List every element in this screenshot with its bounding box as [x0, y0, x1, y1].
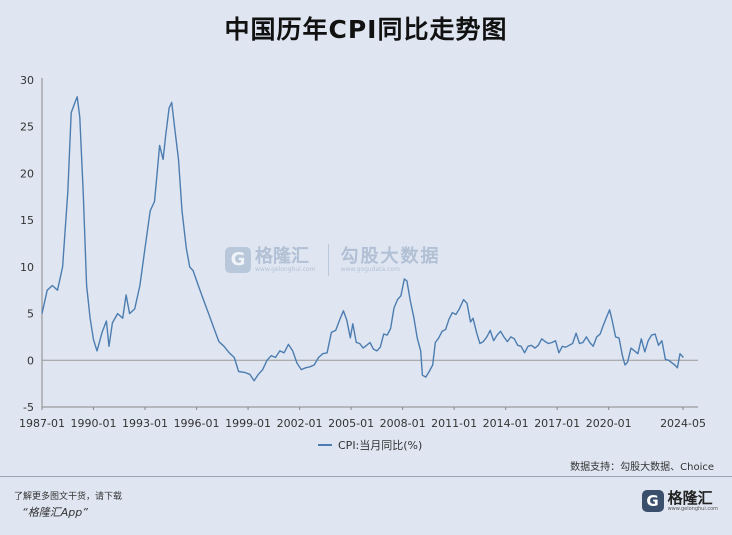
- x-tick-label: 1987-01: [19, 417, 65, 430]
- data-source: 数据支持：勾股大数据、Choice: [570, 462, 714, 473]
- gelonghui-logo[interactable]: G 格隆汇 www.gelonghui.com: [641, 488, 718, 512]
- watermark-partner-url: www.gogudata.com: [340, 265, 400, 273]
- x-tick-label: 2008-01: [380, 417, 426, 430]
- chart-title: 中国历年CPI同比走势图: [224, 15, 508, 44]
- gelonghui-watermark-icon: G: [225, 247, 251, 273]
- x-tick-label: 2024-05: [660, 417, 706, 430]
- x-tick-label: 2011-01: [431, 417, 477, 430]
- y-tick-label: 20: [20, 167, 34, 180]
- y-tick-label: 15: [20, 214, 34, 227]
- x-tick-label: 2017-01: [534, 417, 580, 430]
- watermark-brand-url: www.gelonghui.com: [255, 265, 316, 273]
- x-tick-label: 1993-01: [122, 417, 168, 430]
- x-tick-label: 1999-01: [225, 417, 271, 430]
- logo-name: 格隆汇: [667, 488, 713, 507]
- legend-label: CPI:当月同比(%): [338, 439, 423, 452]
- footer-promo-text: 了解更多图文干货，请下载: [14, 492, 123, 502]
- footer-divider: [0, 476, 732, 477]
- footer-app-name: “格隆汇App”: [22, 506, 88, 519]
- watermark-brand: 格隆汇: [255, 245, 309, 267]
- x-tick-label: 2020-01: [586, 417, 632, 430]
- chart-area: -5 0 5 10 15 20 25 30 1987-01 1990-01 1993-01 1996-…: [19, 74, 706, 430]
- watermark-divider: [327, 244, 329, 276]
- x-tick-label: 2005-01: [328, 417, 374, 430]
- x-tick-label: 1996-01: [174, 417, 220, 430]
- cpi-series-line: [41, 96, 684, 382]
- watermark: G 格隆汇 www.gelonghui.com 勾股大数据 www.goguda…: [225, 244, 441, 276]
- watermark-partner: 勾股大数据: [340, 245, 441, 267]
- logo-url: www.gelonghui.com: [667, 505, 718, 512]
- y-tick-label: 10: [20, 261, 34, 274]
- x-tick-label: 2014-01: [483, 417, 529, 430]
- y-tick-label: 25: [20, 121, 34, 134]
- y-tick-label: 30: [20, 74, 34, 87]
- legend-swatch: [318, 444, 332, 446]
- y-tick-label: 0: [27, 354, 34, 367]
- x-tick-label: 1990-01: [71, 417, 117, 430]
- x-tick-label: 2002-01: [277, 417, 323, 430]
- legend: CPI:当月同比(%): [318, 437, 422, 453]
- gelonghui-logo-icon: G: [641, 490, 664, 512]
- y-tick-label: 5: [27, 308, 34, 321]
- y-tick-label: -5: [23, 401, 34, 414]
